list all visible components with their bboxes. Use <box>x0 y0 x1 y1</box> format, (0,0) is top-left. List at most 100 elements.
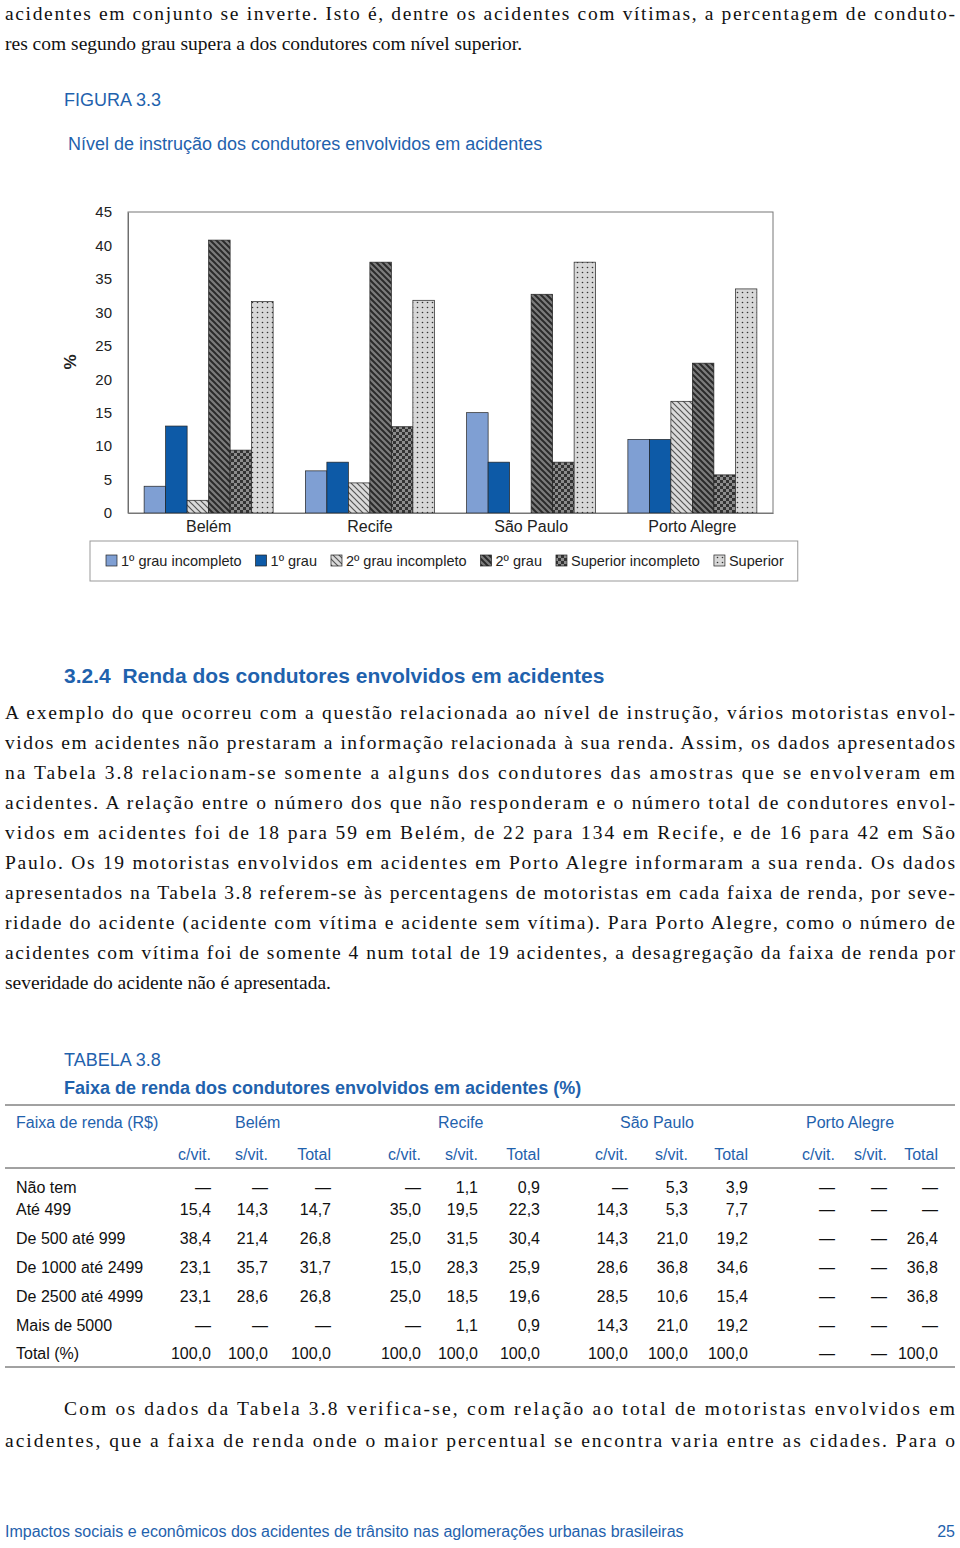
table-cell: 100,0 <box>708 1345 748 1362</box>
table-cell: 14,3 <box>597 1230 628 1247</box>
legend-swatch <box>331 555 342 566</box>
table-cell: 19,2 <box>717 1317 748 1334</box>
legend-label: 2º grau incompleto <box>346 553 467 569</box>
table-subheader: Total <box>506 1146 540 1163</box>
bar <box>628 439 650 513</box>
table-header: Belém <box>235 1114 280 1131</box>
x-tick-label: São Paulo <box>494 518 568 535</box>
text-line: severidade do acidente não é apresentada… <box>5 972 331 993</box>
y-tick: 40 <box>95 237 128 254</box>
y-tick: 5 <box>104 471 128 488</box>
bar <box>531 294 553 513</box>
bar <box>735 289 757 513</box>
table-subheader: c/vit. <box>178 1146 211 1163</box>
row-label: Total (%) <box>16 1345 79 1362</box>
x-tick-label: Porto Alegre <box>648 518 736 535</box>
table-subheader: s/vit. <box>854 1146 887 1163</box>
text-line: acidentes em conjunto se inverte. Isto é… <box>5 3 955 24</box>
table-cell: 100,0 <box>648 1345 688 1362</box>
table-cell: — <box>871 1259 887 1276</box>
table-cell: — <box>252 1179 268 1196</box>
table-cell: 15,0 <box>390 1259 421 1276</box>
table-cell: 26,8 <box>300 1288 331 1305</box>
y-tick-label: 25 <box>95 337 112 354</box>
text-line: res com segundo grau supera a dos condut… <box>5 33 522 54</box>
bar <box>510 513 532 514</box>
table-cell: — <box>819 1317 835 1334</box>
text-line: acidentes, que a faixa de renda onde o m… <box>5 1430 955 1451</box>
y-tick-label: 20 <box>95 371 112 388</box>
table-cell: 100,0 <box>500 1345 540 1362</box>
text-line: vidos em acidentes foi de 18 para 59 em … <box>5 822 955 843</box>
text-line: vidos em acidentes não prestaram a infor… <box>5 732 955 753</box>
table-cell: — <box>819 1259 835 1276</box>
table-label: TABELA 3.8 <box>64 1050 161 1070</box>
bar <box>166 426 188 513</box>
legend-label: Superior <box>729 553 784 569</box>
row-label: De 2500 até 4999 <box>16 1288 143 1305</box>
table-cell: 14,3 <box>597 1317 628 1334</box>
bar <box>391 427 413 513</box>
table-cell: 22,3 <box>509 1201 540 1218</box>
table-cell: 0,9 <box>518 1179 540 1196</box>
table-cell: 23,1 <box>180 1259 211 1276</box>
table-cell: 10,6 <box>657 1288 688 1305</box>
y-tick-label: 5 <box>104 471 112 488</box>
table-cell: 19,2 <box>717 1230 748 1247</box>
table-cell: 36,8 <box>657 1259 688 1276</box>
page-number: 25 <box>937 1523 955 1540</box>
table-cell: 0,9 <box>518 1317 540 1334</box>
row-label: Até 499 <box>16 1201 71 1218</box>
x-axis-line <box>129 513 774 514</box>
table-rule <box>5 1168 955 1169</box>
text-line: na Tabela 3.8 relacionam-se somente a al… <box>5 762 955 783</box>
legend-label: Superior incompleto <box>571 553 700 569</box>
table-cell: — <box>195 1317 211 1334</box>
legend-label: 1º grau incompleto <box>121 553 242 569</box>
table-subheader: Total <box>297 1146 331 1163</box>
table-cell: — <box>871 1288 887 1305</box>
table-cell: — <box>871 1345 887 1362</box>
x-tick: Porto Alegre <box>648 513 736 535</box>
table-cell: 100,0 <box>171 1345 211 1362</box>
table-cell: — <box>922 1317 938 1334</box>
table-header: São Paulo <box>620 1114 694 1131</box>
table-cell: 100,0 <box>228 1345 268 1362</box>
row-label: Mais de 5000 <box>16 1317 112 1334</box>
bar <box>413 300 435 513</box>
table-cell: — <box>612 1179 628 1196</box>
figure-label: FIGURA 3.3 <box>64 90 161 110</box>
text-line: Com os dados da Tabela 3.8 verifica-se, … <box>64 1398 955 1419</box>
table-subheader: s/vit. <box>655 1146 688 1163</box>
table-cell: 36,8 <box>907 1288 938 1305</box>
table-header: Recife <box>438 1114 483 1131</box>
table-rule <box>5 1367 955 1368</box>
table-cell: 15,4 <box>717 1288 748 1305</box>
table-cell: 100,0 <box>438 1345 478 1362</box>
bar <box>553 462 575 513</box>
text-line: Paulo. Os 19 motoristas envolvidos em ac… <box>5 852 955 873</box>
table-cell: 28,6 <box>237 1288 268 1305</box>
row-label: De 1000 até 2499 <box>16 1259 143 1276</box>
bar <box>692 363 714 513</box>
x-tick: Recife <box>347 513 392 535</box>
bar <box>488 462 510 513</box>
y-axis: 051015202530354045 <box>95 203 128 521</box>
table-cell: 100,0 <box>381 1345 421 1362</box>
bar <box>327 462 349 513</box>
text-line: acidentes. A relação entre o número dos … <box>5 792 955 813</box>
row-label: De 500 até 999 <box>16 1230 126 1247</box>
table-cell: — <box>871 1201 887 1218</box>
table-cell: 25,9 <box>509 1259 540 1276</box>
bar <box>714 475 736 513</box>
table-cell: — <box>819 1179 835 1196</box>
table-cell: 1,1 <box>456 1179 478 1196</box>
bar <box>144 486 166 513</box>
y-tick: 0 <box>104 504 128 521</box>
chart-title: Nível de instrução dos condutores envolv… <box>68 134 542 154</box>
table-cell: — <box>819 1288 835 1305</box>
table-cell: 25,0 <box>390 1230 421 1247</box>
table-subheader: Total <box>714 1146 748 1163</box>
table-subheader: Total <box>904 1146 938 1163</box>
plot-frame <box>128 212 773 513</box>
